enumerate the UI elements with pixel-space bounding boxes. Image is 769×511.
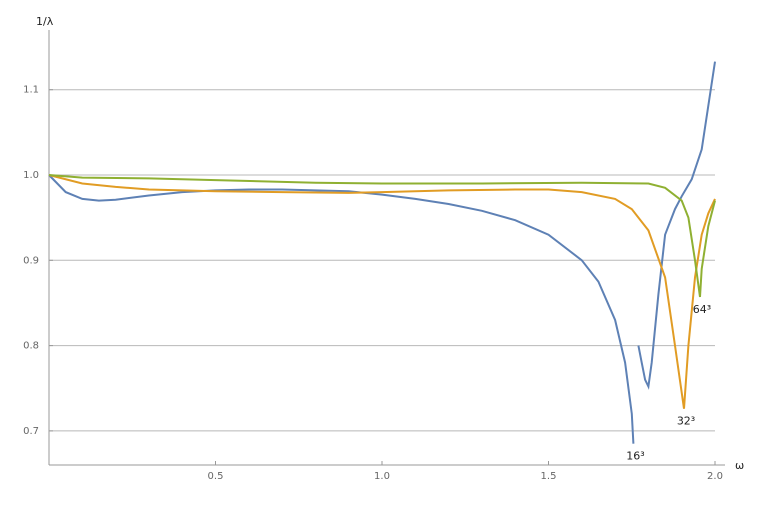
x-tick-label: 1.5 <box>541 471 557 482</box>
y-tick-label: 1.1 <box>23 85 39 96</box>
x-tick-label: 0.5 <box>208 471 224 482</box>
series-label: 64³ <box>693 303 711 316</box>
x-axis-label: ω <box>735 459 744 472</box>
y-tick-label: 0.9 <box>23 255 39 266</box>
series-label: 32³ <box>677 415 695 428</box>
series-line <box>48 61 716 444</box>
series-label: 16³ <box>626 450 644 463</box>
x-tick-label: 1.0 <box>374 471 390 482</box>
x-tick-label: 2.0 <box>707 471 723 482</box>
series-line <box>48 174 716 298</box>
series-line <box>48 174 716 409</box>
y-tick-label: 0.8 <box>23 341 39 352</box>
y-tick-label: 1.0 <box>23 170 39 181</box>
y-axis-label: 1/λ <box>36 15 54 28</box>
y-tick-label: 0.7 <box>23 426 39 437</box>
